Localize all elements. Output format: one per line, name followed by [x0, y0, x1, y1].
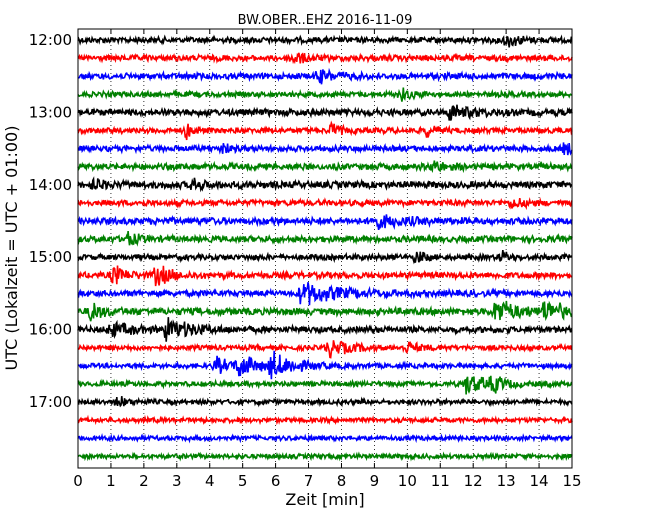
x-tick-label: 14 — [530, 472, 549, 490]
trace-1530 — [77, 282, 573, 306]
x-axis-ticks: 0 1 2 3 4 5 6 7 8 9 10 11 12 13 14 15 — [73, 29, 582, 490]
trace-1600 — [77, 317, 573, 342]
trace-1745 — [77, 451, 573, 462]
x-tick-label: 9 — [370, 472, 380, 490]
trace-1630 — [77, 350, 573, 380]
trace-1330 — [77, 142, 573, 156]
trace-1515 — [77, 265, 573, 287]
x-tick-label: 8 — [337, 472, 347, 490]
y-tick-label: 15:00 — [29, 248, 72, 266]
x-tick-label: 5 — [238, 472, 248, 490]
x-tick-label: 10 — [398, 472, 417, 490]
trace-1545 — [77, 300, 573, 322]
trace-1715 — [77, 414, 573, 426]
trace-1400 — [77, 176, 573, 193]
y-tick-label: 14:00 — [29, 176, 72, 194]
x-tick-label: 1 — [106, 472, 116, 490]
y-tick-label: 17:00 — [29, 393, 72, 411]
trace-1445 — [77, 231, 573, 247]
plot-frame — [77, 28, 573, 469]
trace-1245 — [77, 87, 573, 102]
trace-1500 — [77, 249, 573, 265]
trace-1730 — [77, 432, 573, 444]
trace-layer — [77, 34, 573, 462]
x-tick-label: 7 — [304, 472, 314, 490]
x-tick-label: 4 — [205, 472, 215, 490]
y-axis-ticks: 12:00 13:00 14:00 15:00 16:00 17:00 — [29, 31, 572, 411]
trace-1345 — [77, 160, 573, 174]
x-tick-label: 6 — [271, 472, 281, 490]
y-tick-label: 12:00 — [29, 31, 72, 49]
x-tick-label: 12 — [464, 472, 483, 490]
trace-1615 — [77, 340, 573, 359]
trace-1645 — [77, 375, 573, 395]
trace-1230 — [77, 67, 573, 85]
x-tick-label: 15 — [562, 472, 581, 490]
y-tick-label: 13:00 — [29, 103, 72, 121]
x-tick-label: 0 — [73, 472, 83, 490]
trace-1430 — [77, 214, 573, 231]
trace-1200 — [77, 34, 573, 48]
trace-1215 — [77, 52, 573, 65]
chart-title: BW.OBER..EHZ 2016-11-09 — [238, 13, 413, 28]
x-tick-label: 2 — [139, 472, 149, 490]
trace-1415 — [77, 196, 573, 211]
y-axis-label: UTC (Lokalzeit = UTC + 01:00) — [2, 126, 21, 371]
y-tick-label: 16:00 — [29, 321, 72, 339]
trace-1700 — [77, 396, 573, 408]
x-axis-label: Zeit [min] — [285, 490, 364, 509]
trace-1315 — [77, 120, 573, 141]
x-tick-label: 11 — [431, 472, 450, 490]
trace-1300 — [77, 104, 573, 121]
x-tick-label: 13 — [497, 472, 516, 490]
x-tick-label: 3 — [172, 472, 182, 490]
